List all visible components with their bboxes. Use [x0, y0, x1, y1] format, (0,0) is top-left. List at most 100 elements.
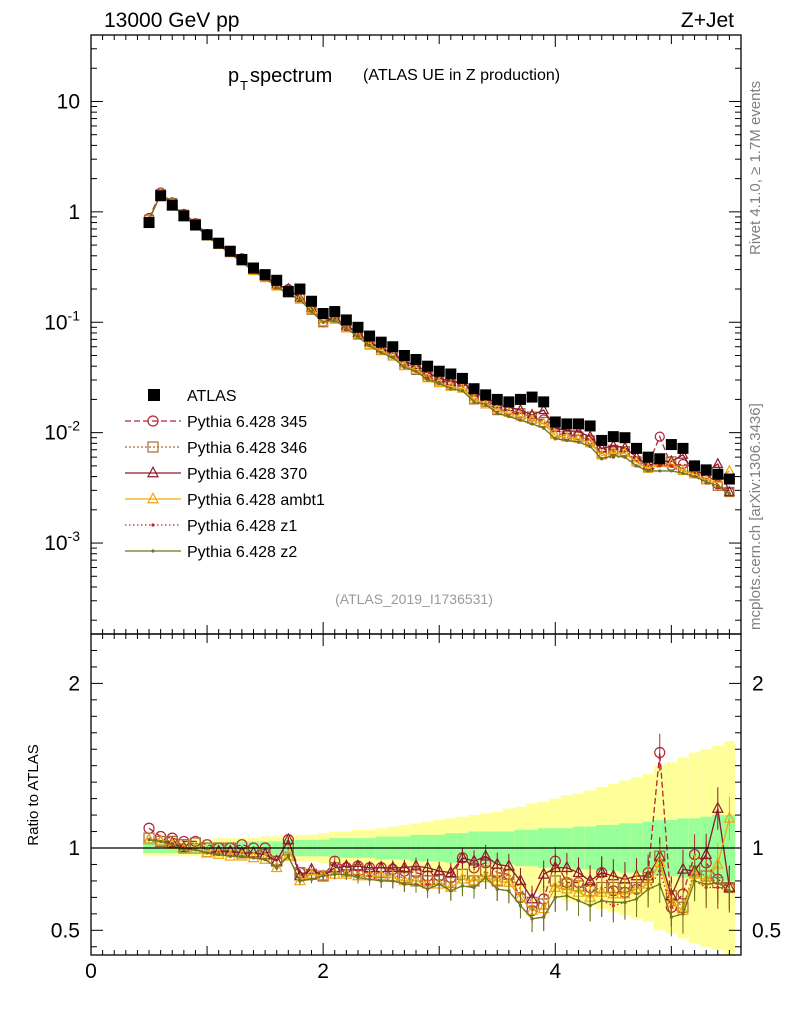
data-point	[491, 393, 503, 405]
data-point	[422, 360, 434, 372]
ratio-plot	[143, 733, 736, 937]
series-point	[147, 441, 159, 453]
legend-item-ambt1: Pythia 6.428 ambt1	[125, 491, 325, 509]
series-point	[572, 865, 585, 878]
series-point	[414, 882, 418, 886]
series-point	[712, 457, 724, 468]
series-point	[356, 335, 360, 339]
data-point	[607, 431, 619, 443]
series-point	[658, 464, 662, 468]
series-point	[623, 455, 627, 459]
data-point	[317, 308, 329, 320]
series-point	[205, 851, 209, 855]
series-point	[468, 854, 481, 866]
series-point	[607, 439, 619, 450]
series-point	[727, 492, 731, 496]
data-point	[340, 314, 352, 326]
series-point	[723, 811, 736, 823]
series-point	[426, 378, 430, 382]
series-point	[286, 854, 290, 858]
analysis-id: (ATLAS_2019_I1736531)	[335, 591, 493, 607]
series-point	[514, 403, 526, 415]
data-point	[642, 451, 654, 463]
series-point	[414, 369, 418, 373]
data-point	[689, 460, 701, 472]
legend: ATLAS Pythia 6.428 345 Pythia 6.428 346 Pyt…	[125, 388, 325, 561]
series-point	[321, 320, 325, 324]
series-point	[573, 425, 584, 436]
series-point	[634, 464, 639, 468]
x-tick-label: 0	[85, 960, 97, 983]
main-plot	[143, 187, 735, 498]
series-point	[159, 839, 163, 844]
title-p: p	[228, 65, 239, 87]
series-point	[410, 859, 422, 871]
series-point	[716, 880, 720, 885]
data-point	[549, 416, 561, 428]
series-point	[433, 864, 446, 876]
data-point	[526, 391, 538, 403]
series-point	[576, 440, 581, 444]
series-point	[596, 441, 608, 453]
series-point	[723, 485, 735, 496]
series-point	[456, 850, 469, 863]
legend-label: Pythia 6.428 370	[187, 466, 307, 483]
series-point	[565, 438, 569, 443]
series-point	[634, 897, 639, 901]
series-point	[151, 523, 155, 527]
series-point	[600, 899, 604, 903]
data-point	[306, 295, 318, 307]
series-point	[588, 904, 592, 908]
series-point	[692, 474, 697, 479]
series-point	[472, 400, 476, 404]
series-point	[507, 414, 511, 419]
series-point	[437, 882, 441, 886]
mcplots-label: mcplots.cern.ch [arXiv:1306.3436]	[747, 403, 764, 630]
series-point	[542, 915, 546, 919]
series-point	[654, 746, 666, 759]
series-point	[298, 298, 302, 302]
series-point	[147, 415, 159, 427]
y-tick-label: 10-1	[44, 307, 80, 334]
data-point	[364, 330, 376, 342]
data-point	[665, 439, 677, 451]
series-point	[646, 887, 650, 891]
series-point	[588, 444, 592, 449]
series-point	[251, 856, 256, 860]
data-point	[700, 464, 712, 476]
series-point	[333, 872, 337, 876]
legend-item-s370: Pythia 6.428 370	[125, 465, 307, 483]
legend-label: Pythia 6.428 ambt1	[187, 492, 325, 509]
series-point	[356, 876, 360, 880]
series-point	[282, 832, 295, 845]
series-point	[704, 480, 708, 484]
series-point	[495, 411, 499, 415]
series-point	[151, 549, 155, 553]
data-point	[143, 217, 155, 229]
series-point	[537, 867, 550, 879]
series-point	[333, 318, 337, 322]
title-spectrum: spectrum	[250, 65, 332, 87]
data-point	[456, 372, 468, 384]
series-point	[669, 915, 673, 919]
data-point	[584, 420, 596, 432]
series-point	[387, 349, 399, 361]
series-point	[275, 285, 279, 289]
series-point	[379, 351, 383, 355]
data-point	[723, 473, 735, 485]
legend-label: Pythia 6.428 z1	[187, 518, 297, 535]
series-point	[553, 895, 557, 899]
series-point	[681, 912, 685, 916]
series-point	[711, 801, 724, 813]
series-point	[170, 843, 174, 847]
series-point	[460, 389, 465, 393]
series-point	[402, 882, 406, 886]
series-point	[600, 457, 604, 461]
series-point	[553, 437, 557, 441]
series-point	[530, 422, 534, 426]
axes: 0 2 4 10 1 10-1 10-2 10-3 0.5 0.5 1 1 2 2	[44, 34, 781, 983]
x-tick-label: 4	[549, 960, 561, 983]
series-point	[321, 874, 325, 878]
series-point	[240, 854, 244, 858]
data-point	[398, 349, 410, 361]
